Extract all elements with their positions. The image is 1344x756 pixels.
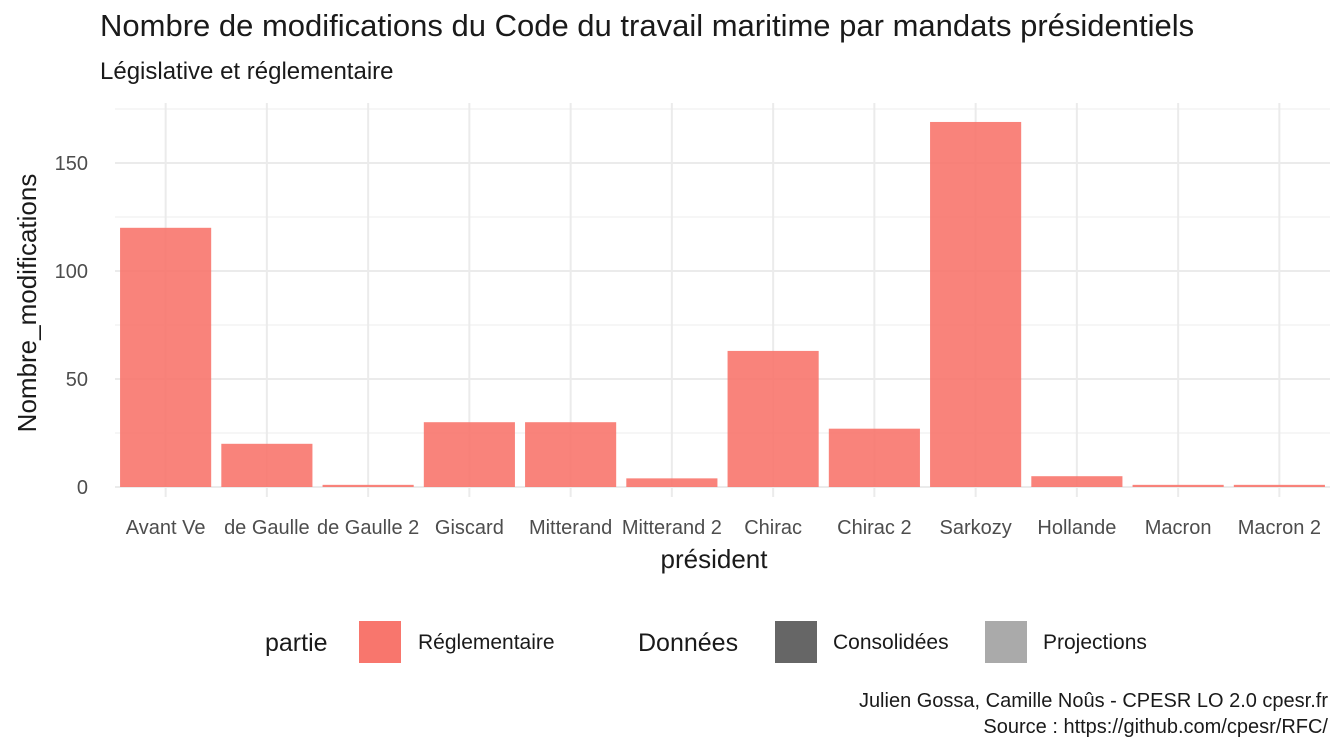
legend-partie-label: Réglementaire <box>418 631 555 654</box>
x-tick-label: Macron <box>1145 517 1212 539</box>
bar <box>1233 484 1325 487</box>
caption-credits: Julien Gossa, Camille Noûs - CPESR LO 2.… <box>858 690 1328 712</box>
x-tick-label: Mitterand <box>529 517 612 539</box>
bar <box>423 422 515 487</box>
grid-layer <box>115 103 1330 497</box>
bar-layer <box>120 121 1325 488</box>
x-tick-label: Macron 2 <box>1238 517 1321 539</box>
legend-projections-swatch <box>985 621 1027 663</box>
chart-title: Nombre de modifications du Code du trava… <box>100 8 1195 43</box>
legend-partie-swatch <box>359 621 401 663</box>
x-tick-label: Hollande <box>1037 517 1116 539</box>
y-tick-label: 150 <box>55 153 88 175</box>
legend-projections-label: Projections <box>1043 631 1147 654</box>
bar <box>727 350 819 487</box>
y-tick-label: 100 <box>55 261 88 283</box>
x-tick-label: Giscard <box>435 517 504 539</box>
x-tick-label: Avant Ve <box>126 517 206 539</box>
bar <box>322 484 414 487</box>
legend-partie-title: partie <box>265 629 328 657</box>
bar <box>120 227 212 488</box>
y-tick-label: 0 <box>77 477 88 499</box>
legend: partie Réglementaire Données Consolidées… <box>265 621 1147 663</box>
bar <box>525 422 617 487</box>
x-axis-title: président <box>661 544 769 574</box>
bar <box>828 428 920 487</box>
x-tick-label: de Gaulle 2 <box>317 517 419 539</box>
bar <box>626 478 718 487</box>
x-tick-label: de Gaulle <box>224 517 310 539</box>
bar <box>1031 476 1123 487</box>
y-tick-label: 50 <box>66 369 88 391</box>
y-axis-title: Nombre_modifications <box>12 174 42 433</box>
legend-consolidees-swatch <box>775 621 817 663</box>
legend-donnees-title: Données <box>638 629 738 657</box>
x-tick-label: Chirac 2 <box>837 517 911 539</box>
x-tick-label: Mitterand 2 <box>622 517 722 539</box>
chart-subtitle: Législative et réglementaire <box>100 58 394 85</box>
legend-consolidees-label: Consolidées <box>833 631 949 654</box>
x-tick-label: Sarkozy <box>940 517 1012 539</box>
bar <box>221 443 313 487</box>
x-tick-label: Chirac <box>744 517 802 539</box>
bar <box>930 121 1022 488</box>
axis-layer: 0 50 100 150 Avant Ve de Gaulle de Gaulle 2 Gis… <box>55 153 1321 539</box>
caption-source: Source : https://github.com/cpesr/RFC/ <box>983 716 1328 738</box>
bar <box>1132 484 1224 487</box>
